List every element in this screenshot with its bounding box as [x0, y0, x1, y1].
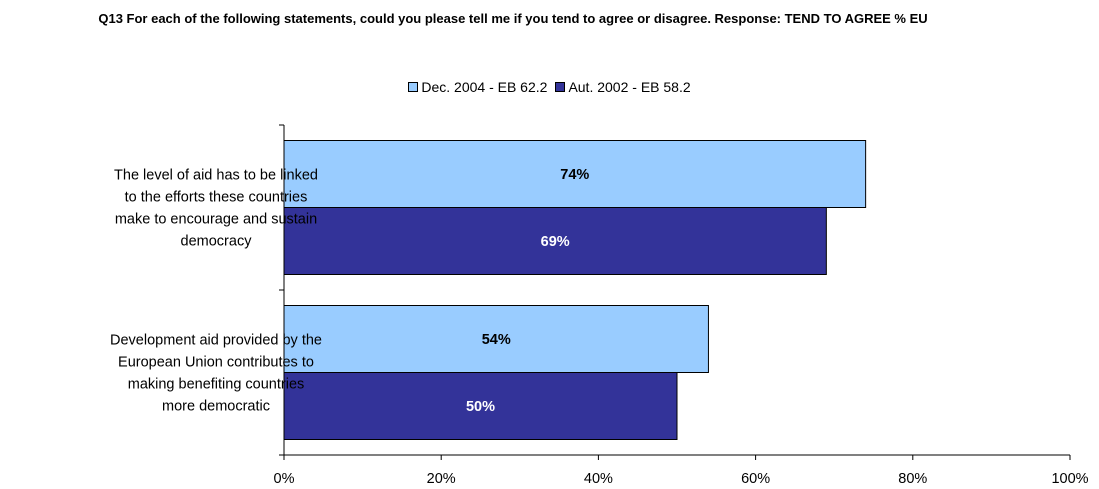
x-tick-label-0: 0%	[274, 471, 295, 487]
data-label-aut-2002-cat2: 50%	[466, 399, 495, 415]
x-tick-label-1: 20%	[427, 471, 456, 487]
data-label-dec-2004-cat1: 74%	[560, 167, 589, 183]
legend-label-dec-2004: Dec. 2004 - EB 62.2	[421, 79, 548, 95]
category-label-cat1-line2: to the efforts these countries	[125, 190, 308, 206]
x-tick-label-5: 100%	[1051, 471, 1088, 487]
bar-aut-2002-cat1	[283, 207, 827, 275]
legend: Dec. 2004 - EB 62.2 Aut. 2002 - EB 58.2	[0, 79, 1099, 95]
bar-dec-2004-cat2	[283, 305, 709, 373]
data-label-aut-2002-cat1: 69%	[541, 234, 570, 250]
legend-swatch-dec-2004	[408, 82, 419, 92]
legend-swatch-aut-2002	[555, 82, 566, 92]
x-tick-label-3: 60%	[741, 471, 770, 487]
chart-title: Q13 For each of the following statements…	[98, 11, 928, 26]
category-label-cat2-line2: European Union contributes to	[118, 355, 314, 371]
data-label-dec-2004-cat2: 54%	[482, 332, 511, 348]
category-label-cat2-line1: Development aid provided by the	[110, 333, 322, 349]
x-tick-label-2: 40%	[584, 471, 613, 487]
legend-item-aut-2002: Aut. 2002 - EB 58.2	[555, 79, 691, 95]
legend-label-aut-2002: Aut. 2002 - EB 58.2	[568, 79, 691, 95]
category-label-cat2-line3: making benefiting countries	[128, 377, 305, 393]
category-label-cat1-line4: democracy	[181, 234, 253, 250]
x-tick-label-4: 80%	[898, 471, 927, 487]
category-label-cat1-line1: The level of aid has to be linked	[114, 168, 318, 184]
category-label-cat1-line3: make to encourage and sustain	[115, 212, 317, 228]
category-label-cat2-line4: more democratic	[162, 399, 270, 415]
legend-item-dec-2004: Dec. 2004 - EB 62.2	[408, 79, 547, 95]
